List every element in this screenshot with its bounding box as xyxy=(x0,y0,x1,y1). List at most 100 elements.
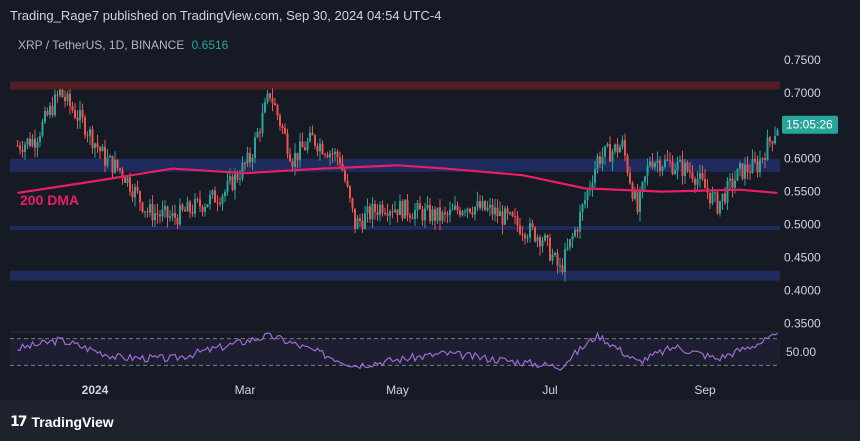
candle-body xyxy=(491,205,494,215)
candle-body xyxy=(239,178,241,180)
candle-body xyxy=(74,110,76,118)
candle-body xyxy=(266,93,269,103)
candle-body xyxy=(29,138,31,147)
candle-body xyxy=(701,173,704,179)
tradingview-logo-icon: 17 xyxy=(10,414,28,430)
candle-body xyxy=(746,164,749,173)
rsi-panel: 50.00 xyxy=(10,331,816,371)
candle-body xyxy=(301,141,304,148)
candle-body xyxy=(96,143,99,148)
candle-body xyxy=(289,153,291,162)
candle-body xyxy=(344,170,346,181)
candle-body xyxy=(159,214,161,217)
candle-body xyxy=(269,93,271,98)
candle-body xyxy=(84,117,86,136)
candle-body xyxy=(141,202,144,212)
candle-body xyxy=(774,135,776,144)
candle-body xyxy=(551,255,554,261)
candle-body xyxy=(259,131,261,133)
candles-layer xyxy=(16,88,779,282)
candle-body xyxy=(226,180,229,192)
candle-body xyxy=(349,186,351,199)
candle-body xyxy=(769,137,771,142)
candle-body xyxy=(691,172,694,180)
candle-body xyxy=(556,252,559,266)
candle-body xyxy=(221,196,224,204)
candle-body xyxy=(176,217,179,225)
rsi-tick-label: 50.00 xyxy=(786,345,816,359)
candle-body xyxy=(94,143,96,148)
candle-body xyxy=(474,207,476,215)
candle-body xyxy=(91,129,94,148)
brand-name: TradingView xyxy=(31,414,114,430)
candle-body xyxy=(561,265,564,273)
candle-body xyxy=(449,209,451,216)
candle-body xyxy=(154,213,156,221)
candle-body xyxy=(31,138,34,147)
candle-body xyxy=(516,216,519,226)
candle-body xyxy=(441,212,444,221)
candle-body xyxy=(646,165,649,177)
candle-body xyxy=(476,201,479,208)
candle-body xyxy=(164,206,166,210)
candle-body xyxy=(361,221,364,229)
candle-body xyxy=(564,249,566,273)
candle-body xyxy=(219,202,221,204)
x-tick-label: May xyxy=(386,383,409,397)
candle-body xyxy=(346,180,349,187)
candle-body xyxy=(379,204,381,215)
candle-body xyxy=(149,204,151,213)
candle-body xyxy=(184,209,186,212)
y-tick-label: 0.6000 xyxy=(784,152,821,166)
symbol-legend: XRP / TetherUS, 1D, BINANCE 0.6516 xyxy=(18,38,228,52)
candle-body xyxy=(581,204,584,213)
candle-body xyxy=(229,176,231,181)
price-chart[interactable]: 0.75000.70000.65000.60000.55000.50000.45… xyxy=(0,0,860,400)
candle-body xyxy=(311,132,314,136)
candle-body xyxy=(406,199,409,216)
candle-body xyxy=(496,207,499,217)
zone-support-2 xyxy=(10,225,780,230)
candle-body xyxy=(369,206,371,220)
candle-body xyxy=(399,201,401,216)
candle-body xyxy=(404,199,406,219)
candle-body xyxy=(236,174,239,180)
candle-body xyxy=(419,203,421,210)
candle-body xyxy=(759,159,761,173)
candle-body xyxy=(19,145,21,150)
candle-body xyxy=(664,159,666,167)
candle-body xyxy=(534,227,536,242)
candle-body xyxy=(224,191,226,197)
zone-support-3 xyxy=(10,270,780,281)
candle-body xyxy=(86,135,89,137)
candle-body xyxy=(524,234,526,239)
candle-body xyxy=(431,209,434,222)
candle-body xyxy=(721,193,724,201)
candle-body xyxy=(319,143,321,152)
candle-body xyxy=(279,115,281,126)
candle-body xyxy=(429,204,431,222)
candle-body xyxy=(209,194,211,205)
candle-body xyxy=(241,162,244,179)
candle-body xyxy=(761,158,764,160)
candle-body xyxy=(114,159,116,173)
footer-bar: 17 TradingView xyxy=(0,400,860,441)
candle-body xyxy=(106,157,109,166)
candle-body xyxy=(444,212,446,214)
y-tick-label: 0.7000 xyxy=(784,86,821,100)
candle-body xyxy=(351,198,354,209)
candle-body xyxy=(64,97,66,102)
candle-body xyxy=(451,209,454,211)
candle-body xyxy=(281,125,284,129)
candle-body xyxy=(439,207,441,221)
candle-body xyxy=(669,160,671,162)
candle-body xyxy=(731,178,734,188)
tradingview-logo[interactable]: 17 TradingView xyxy=(10,414,114,430)
candle-body xyxy=(286,133,289,154)
candle-body xyxy=(89,129,91,136)
candle-body xyxy=(464,211,466,213)
publisher-header: Trading_Rage7 published on TradingView.c… xyxy=(10,8,442,23)
candle-body xyxy=(191,211,194,214)
candle-body xyxy=(231,176,234,190)
y-tick-label: 0.7500 xyxy=(784,53,821,67)
